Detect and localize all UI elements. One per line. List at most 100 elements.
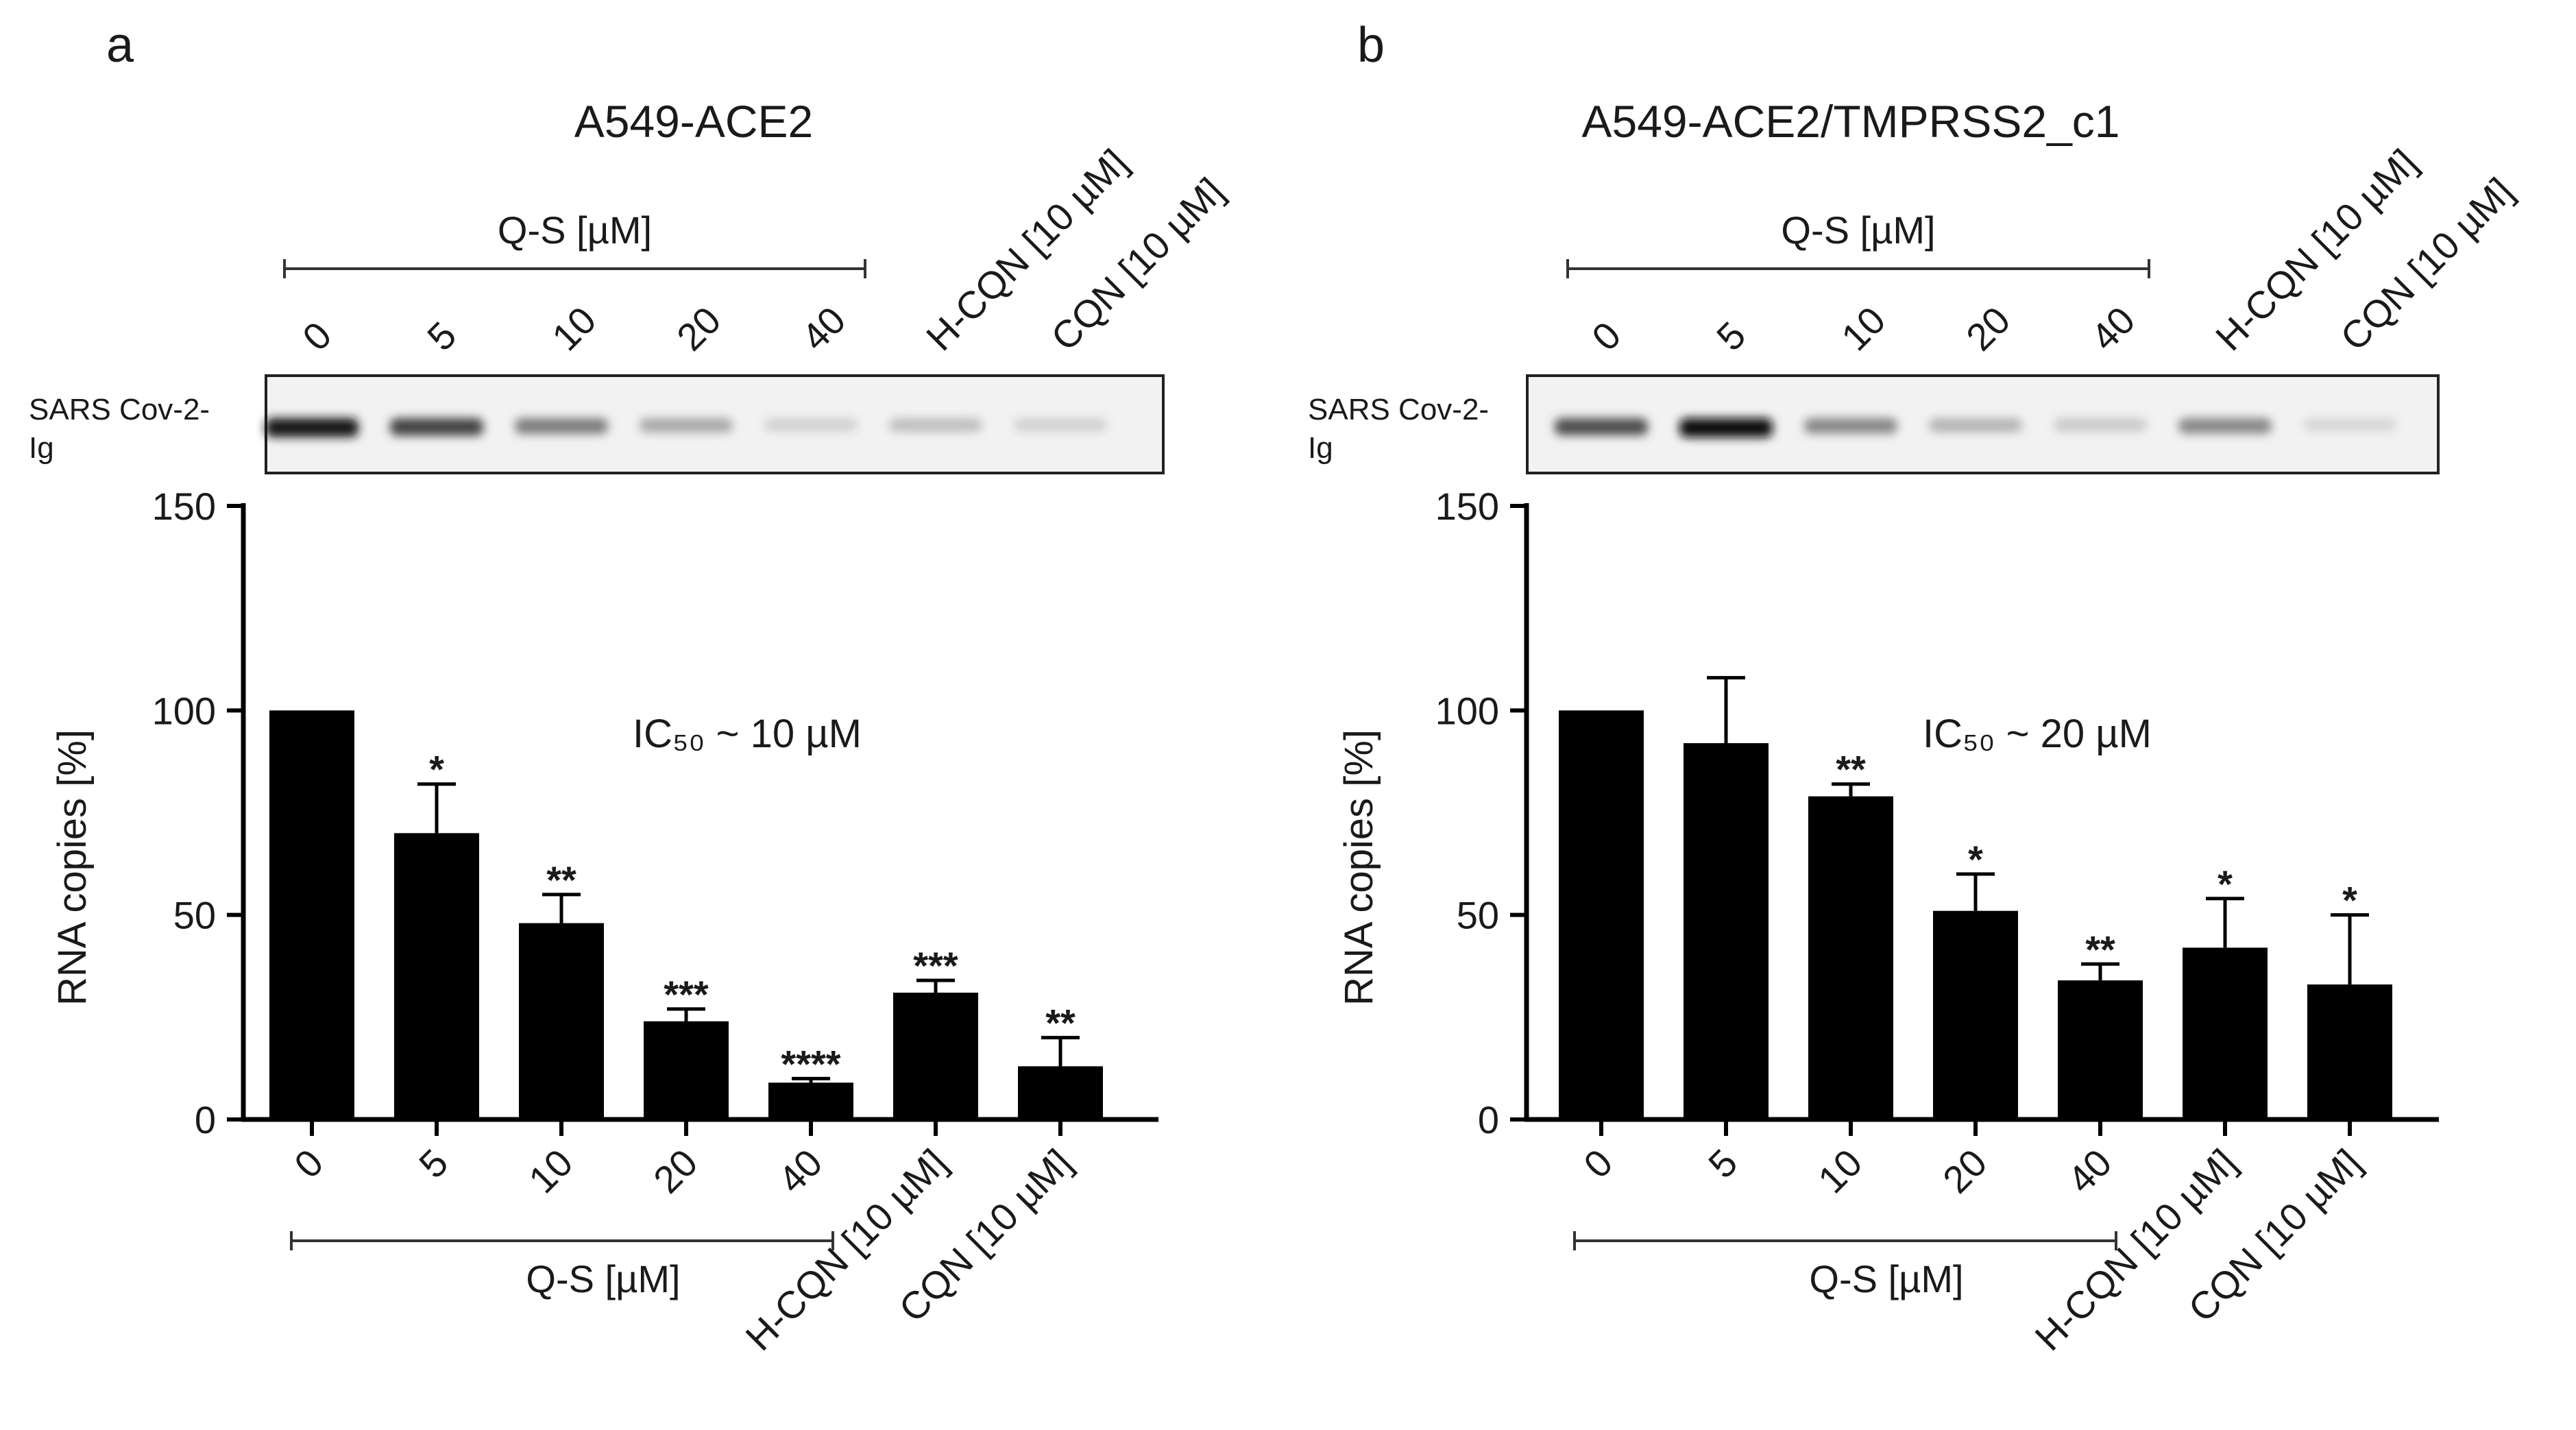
x-tick-label: 40 xyxy=(770,1141,831,1202)
y-tick-label: 0 xyxy=(1478,1098,1499,1141)
bar xyxy=(1018,1066,1103,1119)
bar xyxy=(394,833,479,1119)
error-bar xyxy=(667,1007,705,1021)
y-tick-label: 100 xyxy=(152,689,216,732)
blot-lane-label: 0 xyxy=(1583,313,1629,359)
error-bar xyxy=(1956,872,1995,911)
x-tick-label: 5 xyxy=(1700,1141,1746,1187)
blot-band xyxy=(2178,418,2272,434)
panel-letter: b xyxy=(1357,18,1385,73)
y-tick-label: 50 xyxy=(1457,894,1499,937)
error-bar xyxy=(916,978,955,993)
panel-title: A549-ACE2 xyxy=(574,96,814,147)
bar xyxy=(2183,947,2268,1119)
blot-lane-label: 0 xyxy=(294,313,340,359)
blot-lane-label: 5 xyxy=(1708,313,1754,359)
blot-band xyxy=(764,418,858,432)
blot-lane-label: 40 xyxy=(793,298,854,359)
error-bar xyxy=(1041,1036,1080,1067)
y-tick-label: 0 xyxy=(195,1098,216,1141)
significance-label: *** xyxy=(913,944,958,987)
blot-group-label: Q-S [µM] xyxy=(498,208,652,252)
significance-label: * xyxy=(429,748,444,791)
x-tick-label: 0 xyxy=(1575,1141,1621,1187)
bar xyxy=(1559,710,1644,1119)
error-bar xyxy=(542,893,581,923)
bar xyxy=(2307,984,2392,1119)
ic50-annotation: IC₅₀ ~ 10 µM xyxy=(633,712,862,756)
axes: 0 50 100 150 RNA copies [%] xyxy=(1337,485,2439,1141)
x-tick-label: 20 xyxy=(645,1141,706,1202)
significance-label: ** xyxy=(2085,928,2115,971)
significance-label: * xyxy=(2342,879,2357,922)
bar xyxy=(1808,796,1893,1119)
blot-row-label: SARS Cov-2- xyxy=(1308,393,1489,426)
error-bar xyxy=(792,1076,830,1083)
error-bar xyxy=(2206,897,2244,948)
blot-frame xyxy=(1526,374,2440,474)
significance-label: * xyxy=(2217,862,2233,906)
y-axis-label: RNA copies [%] xyxy=(1337,729,1381,1006)
blot-band xyxy=(1804,418,1897,434)
blot-lane-label: 20 xyxy=(668,298,729,359)
significance-label: ** xyxy=(546,858,576,901)
error-bar xyxy=(1832,782,1870,797)
error-bar xyxy=(417,782,456,834)
blot-band xyxy=(265,418,359,437)
x-tick-label: 20 xyxy=(1934,1141,1995,1202)
blot-lane-label: 20 xyxy=(1958,298,2019,359)
blot-band xyxy=(2054,418,2147,432)
blot-row-label: Ig xyxy=(29,431,54,465)
bar xyxy=(644,1021,729,1119)
x-tick-label: 10 xyxy=(1810,1141,1871,1202)
error-bar xyxy=(1707,676,1745,744)
panel-letter: a xyxy=(106,18,134,73)
blot-lane-label: 40 xyxy=(2082,298,2143,359)
error-bar xyxy=(2331,913,2369,985)
western-blot xyxy=(265,374,1165,474)
y-axis-label: RNA copies [%] xyxy=(50,729,95,1006)
panel-title: A549-ACE2/TMPRSS2_c1 xyxy=(1581,96,2119,147)
blot-band xyxy=(1679,418,1773,437)
significance-label: ** xyxy=(1045,1002,1076,1045)
y-tick-label: 50 xyxy=(173,894,216,937)
y-tick-label: 150 xyxy=(152,485,216,528)
x-group-bracket xyxy=(290,1231,834,1250)
bar xyxy=(1684,743,1769,1119)
blot-band xyxy=(515,418,608,434)
x-tick-label: 10 xyxy=(520,1141,581,1202)
x-tick-label: 0 xyxy=(286,1141,332,1187)
bar xyxy=(519,923,604,1119)
significance-label: ** xyxy=(1836,748,1866,791)
blot-band xyxy=(390,418,483,436)
blot-group-bracket xyxy=(1566,259,2150,278)
blot-band xyxy=(2303,418,2396,431)
y-tick-label: 100 xyxy=(1435,689,1499,732)
blot-row-label: Ig xyxy=(1308,431,1333,465)
blot-band xyxy=(1555,418,1648,435)
significance-label: * xyxy=(1968,838,1983,881)
blot-group-bracket xyxy=(283,259,866,278)
ic50-annotation: IC₅₀ ~ 20 µM xyxy=(1923,712,2152,756)
blot-row-label: SARS Cov-2- xyxy=(29,393,210,426)
blot-group-label: Q-S [µM] xyxy=(1781,208,1935,252)
significance-label: **** xyxy=(781,1042,840,1085)
bar xyxy=(2058,980,2143,1119)
blot-band xyxy=(1929,418,2022,433)
error-bar xyxy=(2081,962,2119,981)
western-blot xyxy=(1526,374,2440,474)
x-group-bracket xyxy=(1573,1231,2117,1250)
y-tick-label: 150 xyxy=(1435,485,1499,528)
x-group-label: Q-S [µM] xyxy=(526,1257,680,1300)
bar xyxy=(893,993,978,1119)
x-group-label: Q-S [µM] xyxy=(1809,1257,1963,1300)
blot-band xyxy=(1014,418,1107,432)
blot-lane-label: 10 xyxy=(1833,298,1894,359)
blot-band xyxy=(889,418,982,432)
bar xyxy=(768,1082,853,1119)
x-tick-label: 40 xyxy=(2059,1141,2120,1202)
blot-band xyxy=(640,418,733,433)
